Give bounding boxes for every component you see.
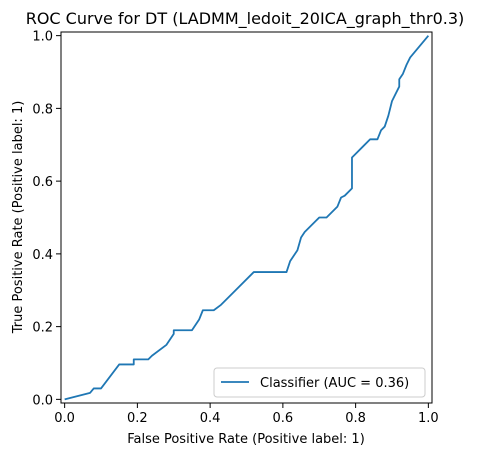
- y-tick-label: 0.0: [32, 393, 53, 408]
- legend-label: Classifier (AUC = 0.36): [260, 376, 409, 391]
- plot-area-frame: [60, 31, 433, 404]
- x-tick-label: 0.6: [273, 411, 294, 426]
- y-tick-label: 0.4: [32, 248, 53, 263]
- legend-box: [213, 367, 426, 398]
- x-axis-label: False Positive Rate (Positive label: 1): [127, 432, 365, 447]
- y-tick-label: 0.6: [32, 175, 53, 190]
- y-axis-label: True Positive Rate (Positive label: 1): [11, 101, 26, 335]
- y-tick-label: 1.0: [32, 30, 53, 45]
- y-tick-label: 0.8: [32, 102, 53, 117]
- x-tick-label: 0.2: [127, 411, 148, 426]
- x-tick-label: 1.0: [418, 411, 439, 426]
- x-tick-label: 0.4: [200, 411, 221, 426]
- y-ticks: 0.0 0.2 0.4 0.6 0.8 1.0: [32, 30, 61, 408]
- legend: Classifier (AUC = 0.36): [213, 367, 426, 398]
- x-tick-label: 0.0: [54, 411, 75, 426]
- roc-curve-line: [64, 35, 430, 401]
- chart-title: ROC Curve for DT (LADMM_ledoit_20ICA_gra…: [26, 9, 465, 29]
- y-tick-label: 0.2: [32, 321, 53, 336]
- x-ticks: 0.0 0.2 0.4 0.6 0.8 1.0: [54, 403, 439, 426]
- x-tick-label: 0.8: [345, 411, 366, 426]
